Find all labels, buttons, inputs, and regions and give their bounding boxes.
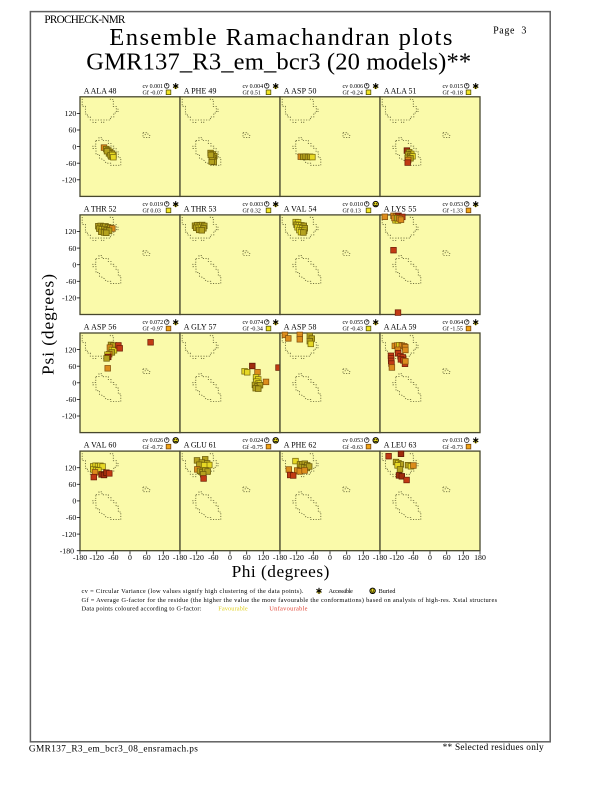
svg-text:Gf -0.43: Gf -0.43	[343, 326, 363, 333]
svg-text:cv 0.006: cv 0.006	[343, 84, 364, 90]
svg-text:A ASP 56: A ASP 56	[84, 323, 117, 332]
svg-text:cv 0.026: cv 0.026	[143, 438, 164, 444]
svg-text:Gf -0.34: Gf -0.34	[243, 326, 263, 333]
svg-text:A GLU 61: A GLU 61	[184, 441, 217, 450]
svg-text:-120: -120	[62, 294, 76, 303]
svg-text:-60: -60	[66, 277, 76, 286]
svg-text:Gf -0.07: Gf -0.07	[143, 90, 163, 97]
svg-text:cv 0.019: cv 0.019	[143, 202, 164, 208]
svg-text:-120: -120	[62, 530, 76, 539]
svg-text:0: 0	[72, 260, 76, 269]
svg-text:Ensemble Ramachandran plots: Ensemble Ramachandran plots	[109, 24, 452, 51]
svg-text:A ALA 51: A ALA 51	[384, 86, 417, 95]
svg-text:GMR137_R3_em_bcr3_08_ensramach: GMR137_R3_em_bcr3_08_ensramach.ps	[29, 744, 198, 754]
svg-text:-60: -60	[66, 159, 76, 168]
svg-text:A GLY 57: A GLY 57	[184, 323, 217, 332]
svg-text:A THR 53: A THR 53	[184, 205, 217, 214]
svg-text:A ASP 50: A ASP 50	[284, 86, 317, 95]
svg-text:Gf 0.03: Gf 0.03	[143, 208, 161, 215]
svg-text:cv = Circular Variance (low va: cv = Circular Variance (low values signi…	[82, 588, 304, 595]
svg-text:0: 0	[72, 379, 76, 388]
svg-text:cv 0.074: cv 0.074	[243, 320, 264, 326]
svg-text:cv 0.072: cv 0.072	[143, 320, 164, 326]
svg-text:60: 60	[69, 362, 77, 371]
svg-text:Gf -0.97: Gf -0.97	[143, 326, 163, 333]
svg-text:Data points coloured according: Data points coloured according to G-fact…	[82, 606, 202, 613]
svg-text:A ASP 58: A ASP 58	[284, 323, 317, 332]
svg-text:Psi (degrees): Psi (degrees)	[39, 274, 58, 375]
svg-text:A PHE 62: A PHE 62	[284, 441, 317, 450]
svg-text:cv 0.055: cv 0.055	[343, 320, 364, 326]
svg-text:-60: -60	[66, 395, 76, 404]
svg-text:Phi (degrees): Phi (degrees)	[232, 562, 330, 581]
svg-text:Gf -0.72: Gf -0.72	[143, 444, 163, 451]
svg-text:cv 0.001: cv 0.001	[143, 84, 164, 90]
svg-text:Gf 0.51: Gf 0.51	[243, 90, 261, 97]
svg-text:cv 0.053: cv 0.053	[343, 438, 364, 444]
svg-text:Accessible: Accessible	[329, 588, 354, 595]
svg-text:cv 0.024: cv 0.024	[243, 438, 264, 444]
svg-text:-120: -120	[62, 176, 76, 185]
svg-text:Gf -0.63: Gf -0.63	[343, 444, 363, 451]
svg-text:Favourable: Favourable	[218, 606, 248, 613]
svg-text:A VAL 54: A VAL 54	[284, 205, 317, 214]
svg-text:Gf -0.73: Gf -0.73	[443, 444, 463, 451]
svg-text:A LYS 55: A LYS 55	[384, 205, 417, 214]
svg-text:-120: -120	[62, 412, 76, 421]
svg-text:A ALA 59: A ALA 59	[384, 323, 417, 332]
svg-text:120: 120	[65, 463, 77, 472]
svg-text:-60: -60	[66, 513, 76, 522]
svg-text:A PHE 49: A PHE 49	[184, 86, 217, 95]
svg-text:Gf 0.32: Gf 0.32	[243, 208, 261, 215]
svg-text:60: 60	[69, 126, 77, 135]
svg-text:A LEU 63: A LEU 63	[384, 441, 417, 450]
svg-text:Gf 0.13: Gf 0.13	[343, 208, 361, 215]
svg-text:Gf -1.33: Gf -1.33	[443, 208, 463, 215]
svg-text:0: 0	[72, 142, 76, 151]
svg-text:Gf = Average G-factor for the: Gf = Average G-factor for the residue (t…	[82, 597, 498, 604]
svg-text:Gf -1.55: Gf -1.55	[443, 326, 463, 333]
svg-text:GMR137_R3_em_bcr3 (20 models)*: GMR137_R3_em_bcr3 (20 models)**	[86, 49, 471, 76]
svg-text:Unfavourable: Unfavourable	[269, 606, 307, 613]
svg-text:cv 0.010: cv 0.010	[343, 202, 364, 208]
svg-text:cv 0.004: cv 0.004	[243, 84, 264, 90]
svg-text:A THR 52: A THR 52	[84, 205, 117, 214]
svg-text:Buried: Buried	[379, 588, 397, 595]
svg-text:Gf -0.24: Gf -0.24	[343, 90, 363, 97]
svg-text:cv 0.003: cv 0.003	[243, 202, 264, 208]
svg-text:cv 0.064: cv 0.064	[443, 320, 464, 326]
svg-text:Gf -0.18: Gf -0.18	[443, 90, 463, 97]
svg-text:60: 60	[69, 480, 77, 489]
svg-text:Page 3: Page 3	[493, 26, 526, 37]
svg-text:0: 0	[72, 497, 76, 506]
svg-text:120: 120	[65, 227, 77, 236]
svg-text:120: 120	[65, 109, 77, 118]
svg-text:cv 0.015: cv 0.015	[443, 84, 464, 90]
svg-text:Gf -0.75: Gf -0.75	[243, 444, 263, 451]
svg-text:A ALA 48: A ALA 48	[84, 86, 117, 95]
svg-text:60: 60	[69, 244, 77, 253]
svg-text:cv 0.031: cv 0.031	[443, 438, 464, 444]
svg-text:cv 0.053: cv 0.053	[443, 202, 464, 208]
svg-text:** Selected residues only: ** Selected residues only	[443, 743, 544, 753]
svg-text:A VAL 60: A VAL 60	[84, 441, 117, 450]
svg-text:120: 120	[65, 345, 77, 354]
